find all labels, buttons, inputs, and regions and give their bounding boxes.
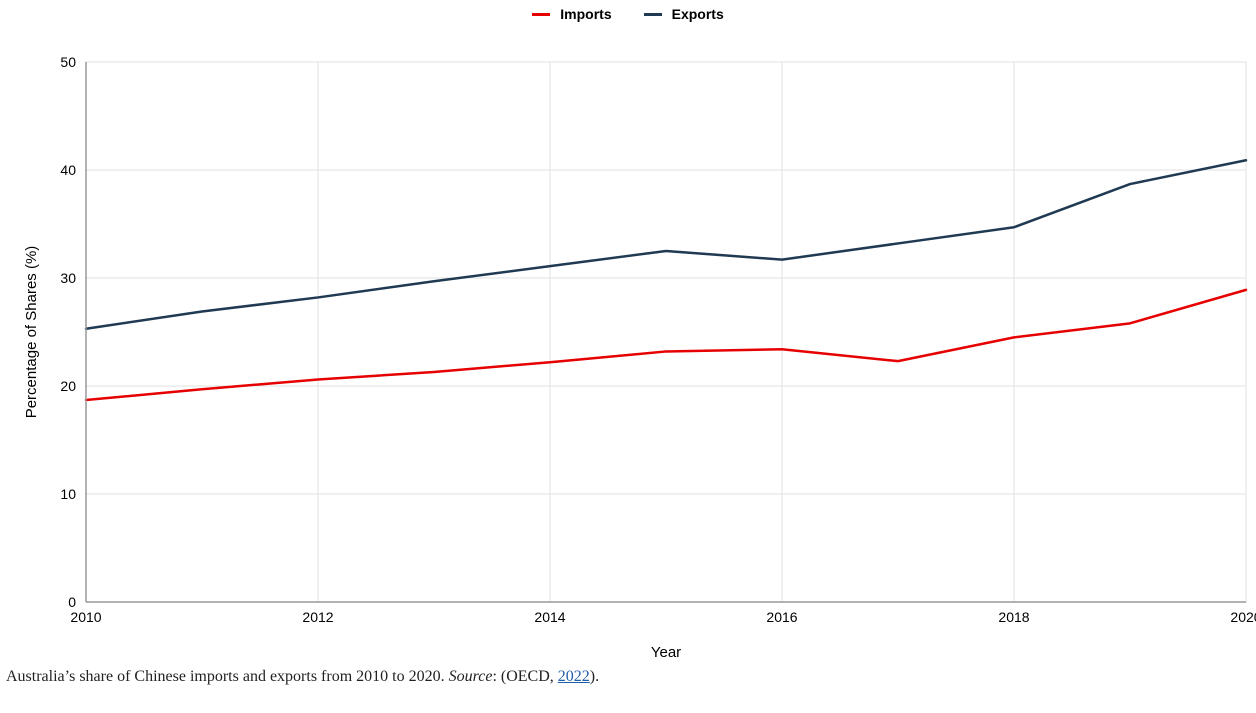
y-tick-label: 40: [60, 162, 76, 178]
legend-item-imports: Imports: [532, 6, 611, 22]
page-wrapper: { "chart": { "type": "line", "width": 12…: [0, 0, 1256, 698]
y-tick-label: 0: [68, 594, 76, 610]
plot-background: [6, 22, 1256, 662]
x-tick-label: 2010: [70, 609, 101, 625]
caption-source-after: : (OECD,: [492, 668, 557, 685]
caption-text: Australia’s share of Chinese imports and…: [6, 668, 449, 685]
y-tick-label: 10: [60, 486, 76, 502]
x-tick-label: 2014: [534, 609, 565, 625]
legend-item-exports: Exports: [644, 6, 724, 22]
y-tick-label: 30: [60, 270, 76, 286]
legend-swatch-imports: [532, 13, 550, 16]
legend: Imports Exports: [6, 0, 1250, 22]
caption-source-link[interactable]: 2022: [558, 668, 590, 685]
y-axis-label: Percentage of Shares (%): [23, 246, 40, 419]
y-tick-label: 50: [60, 54, 76, 70]
legend-label-exports: Exports: [672, 6, 724, 22]
figure-caption: Australia’s share of Chinese imports and…: [6, 662, 1250, 698]
legend-swatch-exports: [644, 13, 662, 16]
chart-area: 0 10 20 30 40 50 2010 2012 2014 2016 2018 2020 Perc…: [6, 22, 1256, 662]
x-axis-label: Year: [651, 644, 681, 661]
legend-label-imports: Imports: [560, 6, 611, 22]
line-chart: 0 10 20 30 40 50 2010 2012 2014 2016 2018 2020 Perc…: [6, 22, 1256, 662]
caption-source-label: Source: [449, 668, 493, 685]
x-tick-label: 2018: [998, 609, 1029, 625]
caption-source-close: ).: [590, 668, 599, 685]
x-tick-label: 2012: [302, 609, 333, 625]
x-tick-label: 2016: [766, 609, 797, 625]
y-tick-label: 20: [60, 378, 76, 394]
x-tick-label: 2020: [1230, 609, 1256, 625]
